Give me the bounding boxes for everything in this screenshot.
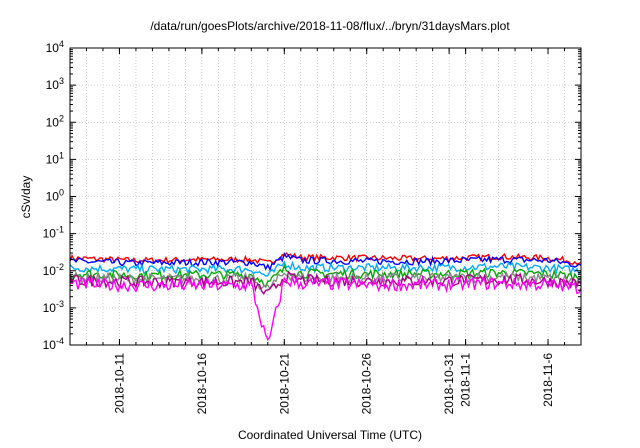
y-tick-label: 10-3 xyxy=(43,299,64,315)
y-tick-label: 10-2 xyxy=(43,262,64,278)
x-tick-label: 2018-10-21 xyxy=(277,353,291,415)
y-tick-label: 103 xyxy=(46,76,64,92)
y-tick-label: 104 xyxy=(46,39,64,55)
x-axis-label: Coordinated Universal Time (UTC) xyxy=(238,428,422,442)
x-tick-label: 2018-11-6 xyxy=(541,353,555,407)
grid xyxy=(70,48,581,345)
series-line-2 xyxy=(69,252,582,272)
series-group xyxy=(69,252,582,342)
chart-title: /data/run/goesPlots/archive/2018-11-08/f… xyxy=(150,19,510,33)
y-tick-label: 102 xyxy=(46,113,64,129)
y-axis-label: cSv/day xyxy=(19,176,33,219)
y-tick-label: 101 xyxy=(46,150,64,166)
x-tick-label: 2018-10-16 xyxy=(195,353,209,415)
series-line-7 xyxy=(69,275,582,342)
x-tick-label: 2018-10-31 xyxy=(442,353,456,415)
ticks: 10-4 10-3 10-2 10-1 100 101 102 103 104 2018-10-1… xyxy=(43,39,581,414)
y-tick-label: 10-1 xyxy=(43,225,64,241)
y-tick-label: 100 xyxy=(46,188,64,204)
x-tick-label: 2018-11-1 xyxy=(459,353,473,407)
y-tick-label: 10-4 xyxy=(43,336,64,352)
x-tick-label: 2018-10-26 xyxy=(360,353,374,415)
x-tick-label: 2018-10-11 xyxy=(112,353,126,414)
series-line-3 xyxy=(69,260,582,277)
